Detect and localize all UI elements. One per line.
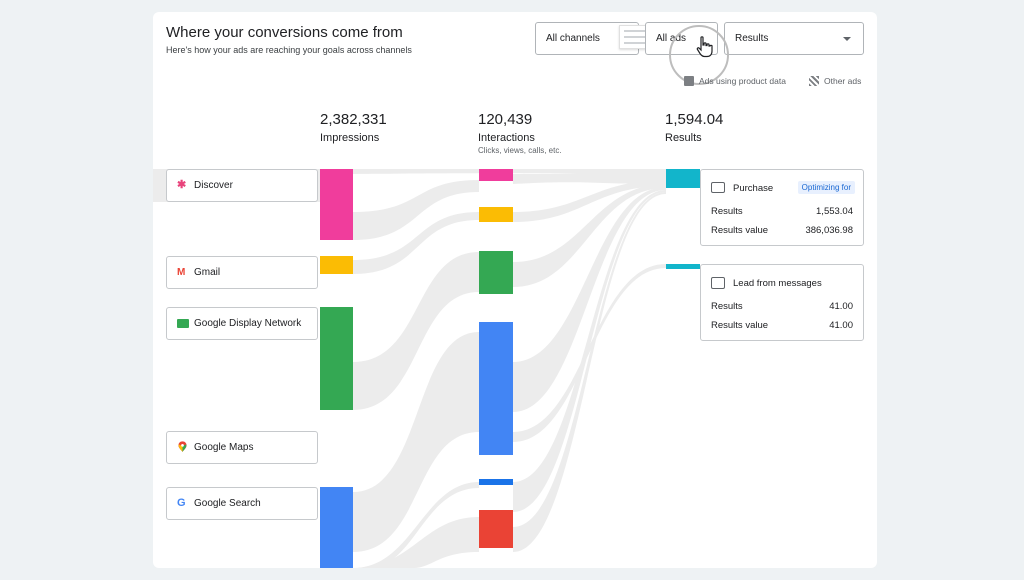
channel-gmail-label: Gmail (194, 267, 221, 278)
solid-swatch-icon (684, 76, 694, 86)
results-value-value: 41.00 (829, 320, 853, 331)
metric-dropdown[interactable]: Results (724, 22, 864, 55)
google-g-icon: G (177, 497, 186, 509)
interaction-flow-1 (513, 170, 666, 184)
display-network-icon (177, 319, 189, 328)
interaction-flow-2 (513, 180, 666, 222)
results-row-label: Results (711, 301, 743, 312)
channels-dropdown-label: All channels (546, 33, 600, 44)
hatched-swatch-icon (809, 76, 819, 86)
impressions-value: 2,382,331 (320, 111, 387, 128)
maps-pin-icon (178, 441, 187, 452)
channel-google-search[interactable]: G Google Search (166, 487, 318, 520)
channel-gmail[interactable]: M Gmail (166, 256, 318, 289)
interaction-flow-6 (513, 190, 666, 512)
search-flow-main (353, 332, 479, 552)
results-row-value: 41.00 (829, 301, 853, 312)
channel-display-network[interactable]: Google Display Network (166, 307, 318, 340)
display-interactions-bar[interactable] (479, 251, 513, 294)
hand-cursor-icon (696, 36, 713, 58)
result-card-lead[interactable]: Lead from messages Results 41.00 Results… (700, 264, 864, 341)
gmail-interactions-bar[interactable] (479, 207, 513, 222)
legend-product-data: Ads using product data (684, 76, 786, 86)
discover-impressions-bar[interactable] (320, 169, 353, 240)
channel-google-search-label: Google Search (194, 498, 261, 509)
channel-discover-label: Discover (194, 180, 233, 191)
conversions-card: Where your conversions come from Here's … (153, 12, 877, 568)
discover-flow (353, 180, 479, 240)
page-title: Where your conversions come from (166, 24, 403, 41)
legend-product-data-label: Ads using product data (699, 76, 786, 86)
search-flow-red (353, 517, 479, 568)
cursor-highlight (669, 25, 729, 85)
channel-display-network-label: Google Display Network (194, 318, 302, 329)
legend-other-ads-label: Other ads (824, 76, 862, 86)
gmail-icon: M (177, 267, 186, 278)
search-small-interactions-bar[interactable] (479, 479, 513, 485)
interaction-flow-3 (513, 184, 666, 287)
search-impressions-bar[interactable] (320, 487, 353, 568)
results-label: Results (665, 132, 702, 144)
impressions-label: Impressions (320, 132, 380, 144)
display-flow (353, 252, 479, 410)
results-value-value: 386,036.98 (805, 225, 853, 236)
interactions-value: 120,439 (478, 111, 533, 128)
result-name: Purchase (733, 183, 774, 194)
chevron-down-icon (843, 37, 851, 41)
discover-interactions-bar[interactable] (479, 169, 513, 181)
legend-other-ads: Other ads (809, 76, 861, 86)
discover-icon: ✱ (177, 179, 187, 191)
channel-google-maps[interactable]: Google Maps (166, 431, 318, 464)
interactions-sub: Clicks, views, calls, etc. (478, 146, 562, 155)
page-subtitle: Here's how your ads are reaching your go… (166, 45, 412, 55)
result-card-purchase[interactable]: Purchase Optimizing for Results 1,553.04… (700, 169, 864, 246)
message-icon (711, 277, 725, 289)
purchase-results-bar[interactable] (666, 169, 700, 188)
display-impressions-bar[interactable] (320, 307, 353, 410)
search-interactions-bar[interactable] (479, 322, 513, 455)
gmail-flow (353, 212, 479, 274)
results-row-label: Results (711, 206, 743, 217)
metric-dropdown-label: Results (735, 33, 769, 44)
red-interactions-bar[interactable] (479, 510, 513, 548)
results-value: 1,594.04 (665, 111, 724, 128)
lead-results-bar[interactable] (666, 264, 700, 269)
ads-dropdown-label: All ads (656, 33, 687, 44)
gmail-impressions-bar[interactable] (320, 256, 353, 274)
channel-google-maps-label: Google Maps (194, 442, 254, 453)
results-value-label: Results value (711, 320, 769, 331)
channel-discover[interactable]: ✱ Discover (166, 169, 318, 202)
interaction-flow-4 (513, 187, 666, 412)
results-row-value: 1,553.04 (816, 206, 853, 217)
results-value-label: Results value (711, 225, 769, 236)
result-name: Lead from messages (733, 278, 822, 289)
optimizing-badge: Optimizing for (797, 181, 855, 194)
interactions-label: Interactions (478, 132, 535, 144)
credit-card-icon (711, 182, 725, 193)
